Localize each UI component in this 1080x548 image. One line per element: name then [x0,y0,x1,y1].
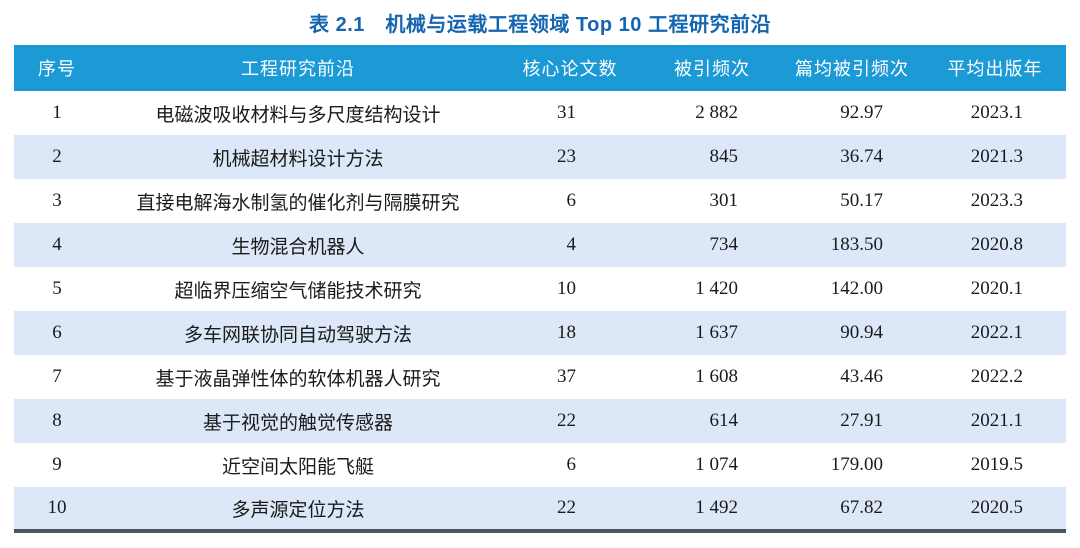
table-cell-frontier: 基于液晶弹性体的软体机器人研究 [155,368,441,390]
table-cell-citations: 1 492 [695,497,738,518]
table-header-row: 序号 工程研究前沿 核心论文数 被引频次 篇均被引频次 平均出版年 [14,45,1066,91]
table-cell-avg-pub-year: 2021.3 [970,146,1023,167]
table-cell-index: 10 [47,497,67,518]
table-row: 1 电磁波吸收材料与多尺度结构设计 31 2 882 92.97 2023.1 [14,91,1066,135]
table-cell-citations: 1 074 [695,454,738,475]
table-row: 5 超临界压缩空气储能技术研究 10 1 420 142.00 2020.1 [14,267,1066,311]
table-cell-frontier: 生物混合机器人 [231,236,365,258]
table-cell-citations: 845 [709,146,739,167]
table-cell-core-papers: 22 [557,410,576,431]
table-body: 1 电磁波吸收材料与多尺度结构设计 31 2 882 92.97 2023.1 2 机械超材料… [14,91,1066,531]
table-cell-core-papers: 18 [557,322,576,343]
table-row: 7 基于液晶弹性体的软体机器人研究 37 1 608 43.46 2022.2 [14,355,1066,399]
table-cell-avg-pub-year: 2023.1 [970,102,1023,123]
table-cell-index: 2 [52,146,62,167]
table-cell-index: 4 [52,234,62,255]
table-cell-frontier: 近空间太阳能飞艇 [221,456,374,478]
table-cell-citations-per-paper: 36.74 [840,146,883,167]
column-header-citations: 被引频次 [644,45,780,91]
table-row: 8 基于视觉的触觉传感器 22 614 27.91 2021.1 [14,399,1066,443]
table-cell-index: 7 [52,366,62,387]
table-cell-avg-pub-year: 2022.1 [970,322,1023,343]
table-header: 序号 工程研究前沿 核心论文数 被引频次 篇均被引频次 平均出版年 [14,45,1066,91]
table-cell-avg-pub-year: 2020.5 [970,497,1023,518]
table-cell-citations: 301 [709,190,739,211]
table-cell-core-papers: 4 [566,234,577,255]
table-cell-frontier: 机械超材料设计方法 [212,148,384,170]
table-cell-citations: 734 [709,234,739,255]
table-cell-citations: 614 [709,410,739,431]
table-cell-core-papers: 37 [557,366,576,387]
table-cell-citations: 1 420 [695,278,738,299]
table-cell-avg-pub-year: 2021.1 [970,410,1023,431]
table-cell-index: 6 [52,322,62,343]
table-cell-citations-per-paper: 50.17 [840,190,883,211]
table-cell-index: 3 [52,190,62,211]
table-cell-avg-pub-year: 2020.1 [970,278,1023,299]
column-header-core-papers: 核心论文数 [496,45,644,91]
table-cell-citations: 2 882 [695,102,738,123]
table-cell-index: 1 [52,102,62,123]
table-cell-avg-pub-year: 2020.8 [970,234,1023,255]
table-cell-index: 8 [52,410,62,431]
table-cell-core-papers: 6 [566,454,577,475]
table-cell-frontier: 超临界压缩空气储能技术研究 [174,280,422,302]
table-cell-citations-per-paper: 142.00 [830,278,883,299]
research-frontier-table: 序号 工程研究前沿 核心论文数 被引频次 篇均被引频次 平均出版年 1 电磁波吸收材料与多尺… [14,45,1066,533]
table-cell-citations-per-paper: 179.00 [830,454,883,475]
table-row: 10 多声源定位方法 22 1 492 67.82 2020.5 [14,487,1066,531]
table-cell-citations-per-paper: 27.91 [840,410,883,431]
table-cell-avg-pub-year: 2023.3 [970,190,1023,211]
column-header-citations-per-paper: 篇均被引频次 [780,45,924,91]
table-cell-citations-per-paper: 67.82 [840,497,883,518]
table-cell-core-papers: 22 [557,497,576,518]
table-cell-citations-per-paper: 183.50 [830,234,883,255]
table-row: 6 多车网联协同自动驾驶方法 18 1 637 90.94 2022.1 [14,311,1066,355]
table-cell-citations-per-paper: 90.94 [840,322,883,343]
table-cell-avg-pub-year: 2022.2 [970,366,1023,387]
table-cell-citations-per-paper: 92.97 [840,102,883,123]
table-cell-core-papers: 23 [557,146,576,167]
table-row: 2 机械超材料设计方法 23 845 36.74 2021.3 [14,135,1066,179]
column-header-avg-pub-year: 平均出版年 [924,45,1066,91]
table-cell-frontier: 多车网联协同自动驾驶方法 [183,324,412,346]
table-cell-frontier: 基于视觉的触觉传感器 [202,412,393,434]
table-cell-frontier: 多声源定位方法 [231,499,365,521]
table-caption: 表 2.1 机械与运载工程领域 Top 10 工程研究前沿 [309,14,771,36]
table-cell-frontier: 电磁波吸收材料与多尺度结构设计 [155,104,441,126]
table-cell-avg-pub-year: 2019.5 [970,454,1023,475]
table-cell-citations: 1 608 [695,366,738,387]
table-cell-citations-per-paper: 43.46 [840,366,883,387]
table-cell-core-papers: 6 [566,190,577,211]
table-row: 4 生物混合机器人 4 734 183.50 2020.8 [14,223,1066,267]
table-cell-index: 5 [52,278,62,299]
table-row: 9 近空间太阳能飞艇 6 1 074 179.00 2019.5 [14,443,1066,487]
table-cell-index: 9 [52,454,62,475]
column-header-index: 序号 [14,45,100,91]
table-cell-core-papers: 10 [557,278,576,299]
table-row: 3 直接电解海水制氢的催化剂与隔膜研究 6 301 50.17 2023.3 [14,179,1066,223]
column-header-frontier: 工程研究前沿 [100,45,496,91]
table-cell-citations: 1 637 [695,322,738,343]
table-cell-core-papers: 31 [557,102,576,123]
table-cell-frontier: 直接电解海水制氢的催化剂与隔膜研究 [136,192,460,214]
